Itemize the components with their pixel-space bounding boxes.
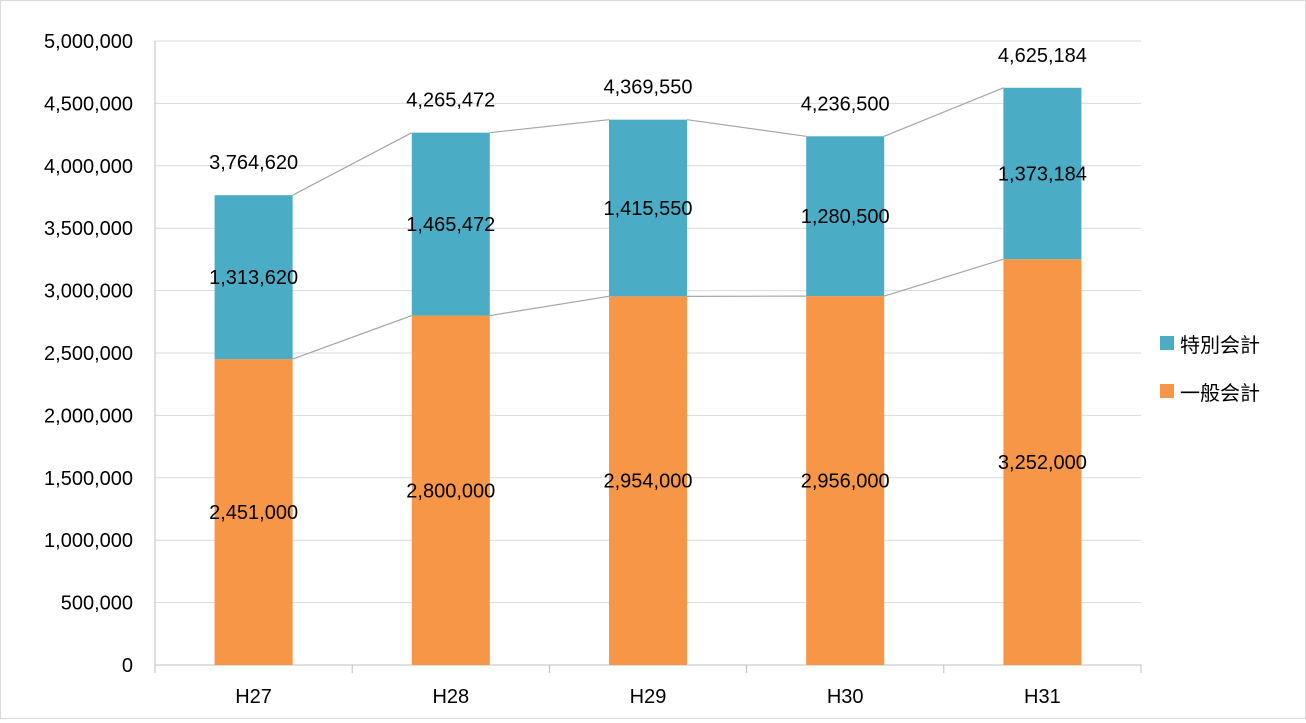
data-label-special: 1,373,184 (998, 163, 1087, 185)
x-tick-label: H27 (235, 686, 272, 708)
y-tick-label: 2,000,000 (44, 405, 133, 427)
legend-swatch-general (1160, 384, 1174, 398)
legend-swatch-special (1160, 336, 1174, 350)
x-tick-label: H31 (1024, 686, 1061, 708)
series-line-special (490, 120, 609, 133)
legend-label-general: 一般会計 (1180, 377, 1260, 406)
y-tick-label: 1,000,000 (44, 530, 133, 552)
legend-item-general: 一般会計 (1160, 378, 1260, 404)
series-line-general (490, 296, 609, 315)
data-label-total: 3,764,620 (209, 152, 298, 174)
data-label-special: 1,465,472 (406, 214, 495, 236)
y-tick-label: 0 (122, 655, 133, 677)
data-label-general: 3,252,000 (998, 452, 1087, 474)
x-tick-label: H30 (827, 686, 864, 708)
y-tick-label: 3,000,000 (44, 281, 133, 303)
data-label-special: 1,280,500 (801, 206, 890, 228)
y-tick-label: 3,500,000 (44, 218, 133, 240)
data-label-general: 2,954,000 (604, 471, 693, 493)
legend-item-special: 特別会計 (1160, 330, 1260, 356)
x-tick-label: H29 (630, 686, 667, 708)
series-line-special (884, 88, 1003, 137)
y-tick-label: 2,500,000 (44, 343, 133, 365)
y-tick-label: 5,000,000 (44, 31, 133, 53)
y-tick-label: 500,000 (61, 593, 133, 615)
data-label-general: 2,956,000 (801, 471, 890, 493)
data-label-special: 1,313,620 (209, 267, 298, 289)
data-label-special: 1,415,550 (604, 198, 693, 220)
data-label-total: 4,625,184 (998, 45, 1087, 67)
series-line-special (293, 133, 412, 196)
y-tick-label: 4,000,000 (44, 156, 133, 178)
data-label-total: 4,369,550 (604, 77, 693, 99)
y-tick-label: 1,500,000 (44, 468, 133, 490)
y-tick-label: 4,500,000 (44, 93, 133, 115)
data-label-total: 4,236,500 (801, 93, 890, 115)
series-line-special (687, 120, 806, 137)
data-label-general: 2,800,000 (406, 480, 495, 502)
x-tick-label: H28 (432, 686, 469, 708)
legend: 特別会計 一般会計 (1160, 330, 1260, 426)
legend-label-special: 特別会計 (1180, 329, 1260, 358)
data-label-general: 2,451,000 (209, 502, 298, 524)
data-label-total: 4,265,472 (406, 90, 495, 112)
